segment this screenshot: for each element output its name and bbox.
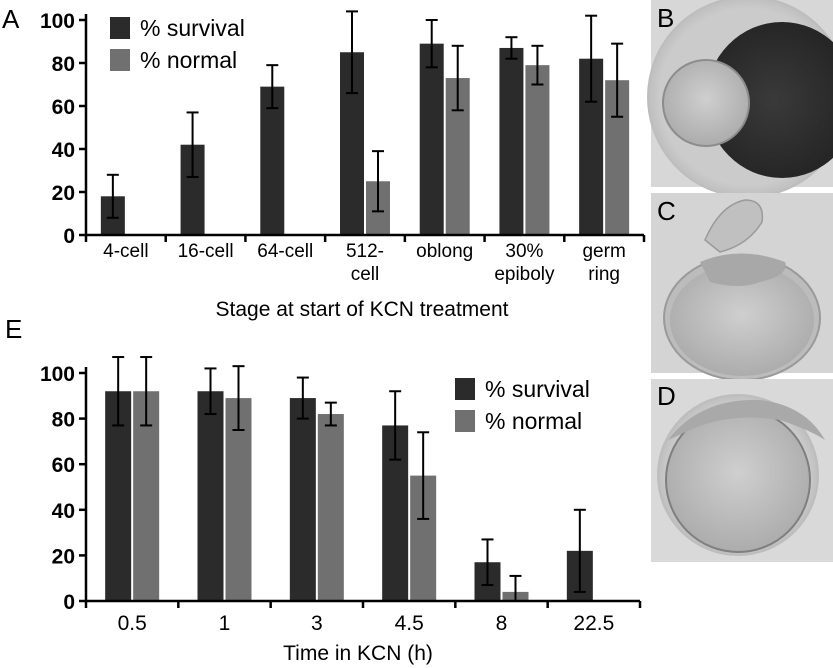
x-tick-label: 22.5	[573, 612, 614, 635]
x-tick-label: 4-cell	[103, 241, 148, 262]
x-tick-label: epiboly	[494, 264, 555, 285]
x-tick-label: 16-cell	[178, 241, 234, 262]
legend-label: % normal	[140, 47, 237, 73]
y-tick-label: 80	[52, 409, 75, 432]
x-tick-label: 4.5	[395, 612, 424, 635]
x-tick-label: germ	[582, 241, 625, 262]
legend-label: % normal	[485, 408, 582, 434]
x-tick-label: 0.5	[118, 612, 147, 635]
bar-survival	[289, 398, 316, 601]
bar-survival	[419, 43, 444, 236]
y-tick-label: 0	[63, 225, 75, 248]
bar-normal	[525, 65, 550, 236]
legend-swatch	[110, 17, 130, 39]
chart-a: A 0 20 40 60 80 100 4-cell 16-cell 64-cell 512-cel…	[2, 4, 646, 321]
embryo-body-d	[668, 399, 825, 440]
yolk-b	[662, 59, 750, 147]
y-tick-label: 60	[52, 454, 75, 477]
x-tick-label: 8	[496, 612, 508, 635]
y-tick-label: 100	[40, 10, 75, 33]
x-tick-label: oblong	[416, 241, 473, 262]
legend-swatch	[455, 410, 475, 432]
bar-survival	[197, 391, 224, 601]
y-tick-label: 0	[63, 591, 75, 614]
legend-label: % survival	[485, 376, 590, 402]
panel-label: E	[5, 314, 22, 344]
embryo-dark-b	[706, 22, 833, 178]
bar-survival	[499, 47, 524, 236]
cell-mass-c	[700, 253, 786, 286]
x-tick-label: 1	[219, 612, 231, 635]
bar-survival	[260, 86, 285, 236]
x-tick-label: cell	[351, 264, 380, 285]
legend-swatch	[110, 49, 130, 71]
legend-swatch	[455, 378, 475, 400]
y-tick-label: 40	[52, 139, 75, 162]
yolk-c	[670, 264, 814, 376]
x-tick-label: 3	[311, 612, 323, 635]
x-tick-label: 30%	[505, 241, 543, 262]
panel-label-b: B	[657, 3, 674, 33]
chart-e: E 0 20 40 60 80 100 0.5 1 3 4.5 8 22.5 Time in KCN (h…	[5, 314, 642, 665]
y-tick-label: 20	[52, 182, 75, 205]
legend-label: % survival	[140, 15, 245, 41]
y-tick-label: 60	[52, 96, 75, 119]
panel-label: A	[2, 4, 20, 34]
x-tick-label: 64-cell	[257, 241, 313, 262]
panel-label-c: C	[657, 196, 676, 226]
photo-panel-b: B	[647, 0, 833, 198]
photo-panel-d: D	[651, 379, 833, 562]
extruded-cells-c	[704, 199, 764, 253]
x-tick-label: 512-	[346, 241, 384, 262]
x-axis-title: Time in KCN (h)	[283, 642, 433, 665]
y-tick-label: 80	[52, 53, 75, 76]
y-tick-label: 20	[52, 545, 75, 568]
x-axis-title: Stage at start of KCN treatment	[216, 298, 509, 321]
bar-normal	[317, 414, 344, 601]
y-tick-label: 40	[52, 500, 75, 523]
y-tick-label: 100	[40, 363, 75, 386]
panel-label-d: D	[657, 381, 676, 411]
photo-panel-c: C	[651, 193, 833, 381]
x-tick-label: ring	[588, 264, 620, 285]
bar-normal	[225, 398, 252, 601]
